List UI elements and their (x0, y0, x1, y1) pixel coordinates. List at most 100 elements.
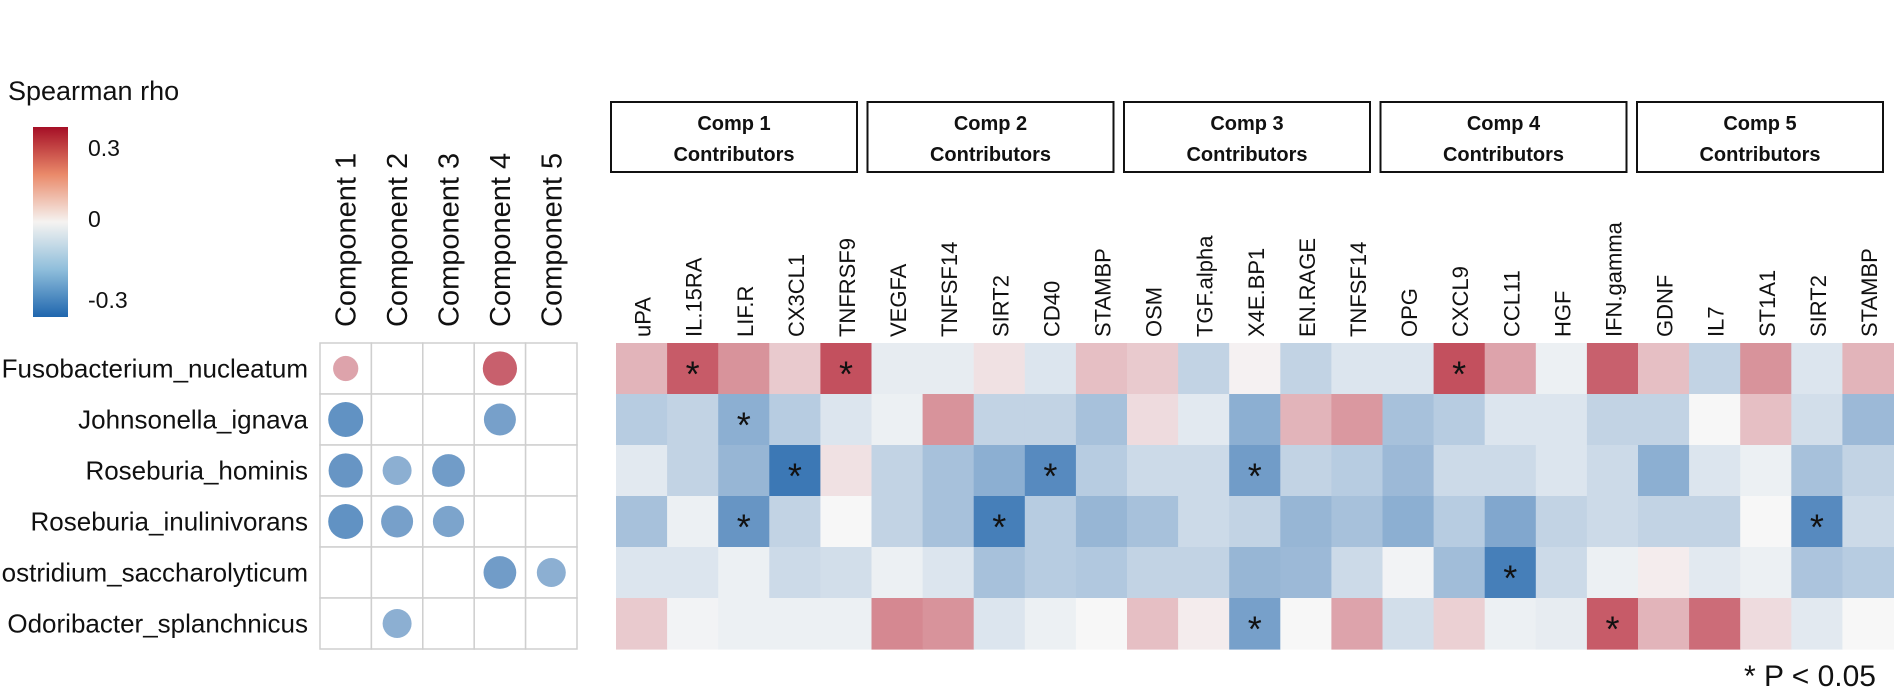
row-label: Roseburia_hominis (85, 456, 308, 486)
heatmap-cell (1025, 547, 1077, 599)
heatmap-cell (1536, 547, 1588, 599)
heatmap-cell (1383, 343, 1435, 395)
row-labels: Fusobacterium_nucleatumJohnsonella_ignav… (0, 354, 309, 639)
heatmap-cell (974, 445, 1026, 497)
heatmap-cell (1434, 547, 1486, 599)
heatmap-cell (974, 394, 1026, 446)
component-cell (320, 598, 371, 649)
heatmap-cell (1229, 343, 1281, 395)
protein-label: EN.RAGE (1295, 238, 1320, 337)
heatmap-cell (1076, 496, 1128, 548)
component-cell (526, 496, 577, 547)
heatmap-cell (1485, 445, 1537, 497)
heatmap-cell (1740, 445, 1792, 497)
group-title: Comp 2 (954, 113, 1027, 135)
group-title: Comp 4 (1467, 113, 1541, 135)
significance-marker: * (1043, 456, 1057, 497)
group-subtitle: Contributors (1699, 144, 1820, 166)
heatmap-cell (1280, 394, 1332, 446)
heatmap-cell (1638, 598, 1690, 650)
heatmap-cell (1842, 496, 1894, 548)
heatmap-cell (820, 394, 872, 446)
heatmap-cell (616, 394, 668, 446)
significance-marker: * (737, 507, 751, 548)
heatmap-cell (769, 547, 821, 599)
legend-colorbar (33, 127, 68, 317)
component-cell (423, 547, 474, 598)
heatmap-cell (1025, 598, 1077, 650)
heat-grid: ************* (616, 343, 1894, 650)
group-subtitle: Contributors (1443, 144, 1564, 166)
heatmap-cell (1536, 343, 1588, 395)
row-label: Roseburia_inulinivorans (31, 507, 309, 537)
heatmap-cell (1638, 496, 1690, 548)
heatmap-cell (872, 547, 924, 599)
row-label: Odoribacter_splanchnicus (7, 609, 308, 639)
heatmap-cell (667, 445, 719, 497)
group-subtitle: Contributors (673, 144, 794, 166)
protein-label: CXCL9 (1448, 266, 1473, 337)
heatmap-cell (974, 343, 1026, 395)
heatmap-cell (1587, 394, 1639, 446)
correlation-dot (483, 351, 517, 385)
heatmap-cell (1383, 445, 1435, 497)
heatmap-cell (1842, 445, 1894, 497)
heatmap-cell (1331, 343, 1383, 395)
heatmap-cell (1331, 394, 1383, 446)
heatmap-cell (718, 343, 770, 395)
protein-label: GDNF (1653, 275, 1678, 337)
protein-label: ST1A1 (1755, 270, 1780, 337)
group-subtitle: Contributors (1186, 144, 1307, 166)
heatmap-cell (1280, 343, 1332, 395)
component-cell (423, 598, 474, 649)
group-title: Comp 1 (697, 113, 770, 135)
protein-label: LIF.R (733, 286, 758, 337)
heatmap-cell (1587, 445, 1639, 497)
protein-label: TNFRSF9 (835, 238, 860, 337)
heatmap-cell (1536, 598, 1588, 650)
heatmap-cell (1791, 394, 1843, 446)
heatmap-cell (1178, 598, 1230, 650)
heatmap-cell (1536, 496, 1588, 548)
correlation-dot (383, 609, 412, 638)
protein-label: uPA (631, 297, 656, 337)
heatmap-cell (1280, 496, 1332, 548)
heatmap-cell (1076, 547, 1128, 599)
component-cell (423, 394, 474, 445)
heatmap-cell (872, 343, 924, 395)
heatmap-cell (1383, 496, 1435, 548)
heatmap-cell (1280, 598, 1332, 650)
heatmap-cell (1740, 598, 1792, 650)
heatmap-cell (872, 445, 924, 497)
heatmap-cell (1127, 496, 1179, 548)
significance-marker: * (1605, 609, 1619, 650)
heatmap-cell (1383, 394, 1435, 446)
heatmap-cell (1638, 445, 1690, 497)
protein-label: IL7 (1704, 306, 1729, 337)
component-grid (320, 343, 577, 649)
heatmap-cell (1536, 445, 1588, 497)
heatmap-cell (1791, 547, 1843, 599)
heatmap-cell (1434, 394, 1486, 446)
heatmap-cell (1485, 394, 1537, 446)
protein-label: TNFSF14 (1346, 242, 1371, 337)
heatmap-cell (1127, 547, 1179, 599)
significance-marker: * (1248, 609, 1262, 650)
component-cell (526, 343, 577, 394)
significance-marker: * (1503, 558, 1517, 599)
heatmap-cell (820, 445, 872, 497)
heatmap-cell (923, 598, 975, 650)
heatmap-cell (1434, 598, 1486, 650)
protein-label: CCL11 (1499, 270, 1524, 337)
protein-label: SIRT2 (1806, 275, 1831, 337)
heatmap-cell (769, 394, 821, 446)
heatmap-cell (1127, 343, 1179, 395)
component-label: Component 1 (331, 153, 363, 327)
heatmap-cell (1076, 343, 1128, 395)
heatmap-cell (820, 496, 872, 548)
heatmap-cell (1740, 343, 1792, 395)
heatmap-cell (769, 598, 821, 650)
heatmap-cell (1076, 445, 1128, 497)
